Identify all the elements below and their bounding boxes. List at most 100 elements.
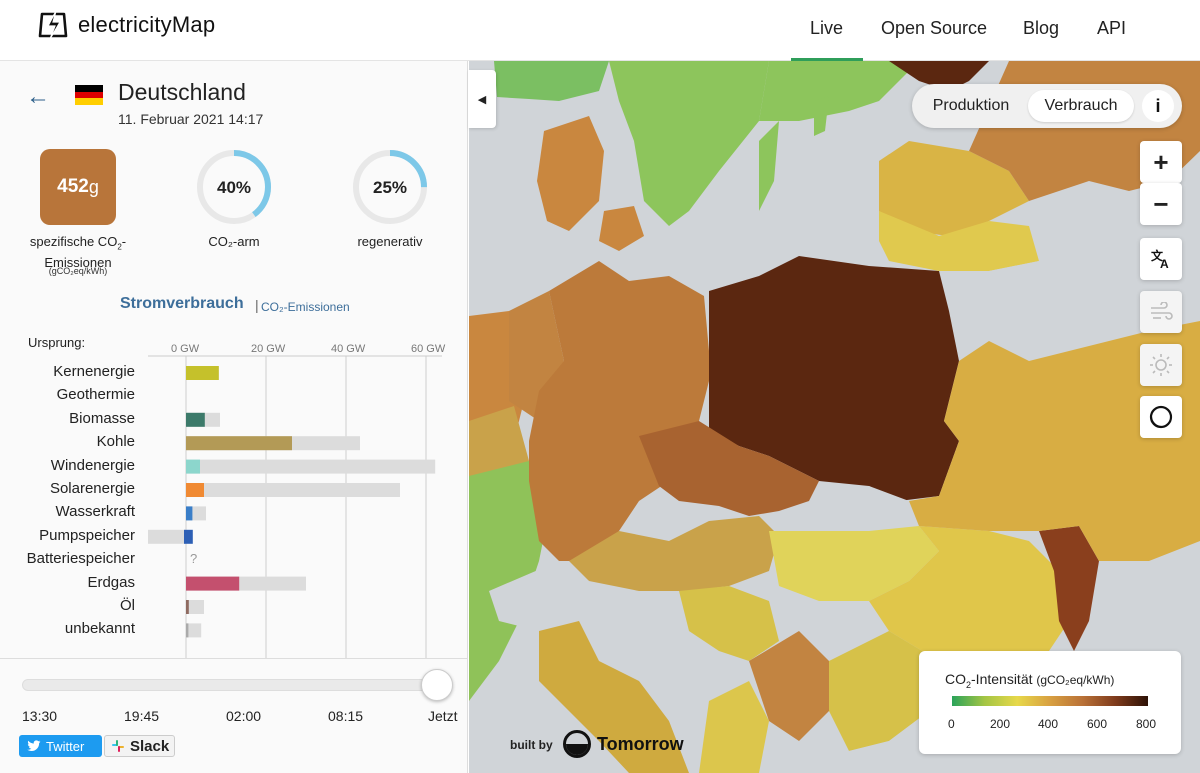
wind-icon: [1151, 302, 1173, 320]
chart-production-bar[interactable]: [186, 366, 219, 380]
chart-category-label: Solarenergie: [49, 480, 135, 497]
active-nav-indicator: [791, 58, 863, 61]
co2-label-emissions: Emissionen: [44, 254, 112, 270]
app-logo[interactable]: electricityMap: [36, 10, 215, 40]
chart-production-bar[interactable]: [186, 459, 200, 474]
slack-label: Slack: [130, 737, 170, 755]
production-consumption-toggle: Produktion Verbrauch i: [912, 84, 1182, 128]
nav-api[interactable]: API: [1097, 18, 1127, 38]
svg-text:文: 文: [1151, 248, 1164, 263]
renewable-value: 25%: [372, 178, 408, 197]
time-label: 02:00: [226, 708, 262, 724]
chart-axis-tick: 20 GW: [251, 343, 286, 355]
mode-production-button[interactable]: Produktion: [932, 97, 1010, 114]
chart-category-label: Windenergie: [50, 456, 135, 474]
chart-axis-tick: 40 GW: [331, 343, 366, 355]
chart-category-label: Öl: [120, 597, 135, 614]
legend-tick: 400: [1038, 717, 1059, 731]
legend-title: CO2-Intensität (gCO₂eq/kWh): [945, 671, 1114, 690]
time-label: 13:30: [22, 708, 58, 724]
time-label: 08:15: [328, 708, 364, 724]
flag-stripe: [75, 85, 103, 92]
chart-capacity-bar[interactable]: [186, 483, 400, 497]
tab-consumption[interactable]: Stromverbrauch: [120, 295, 244, 312]
collapse-panel-button[interactable]: ◀: [468, 70, 496, 128]
solar-layer-button[interactable]: [1140, 344, 1182, 386]
legend-color-scale: [952, 696, 1148, 706]
chart-category-label: Kohle: [96, 433, 135, 451]
time-slider-track[interactable]: [22, 679, 452, 691]
time-label: 19:45: [124, 708, 160, 724]
twitter-bird-icon: [27, 740, 41, 751]
chart-category-label: Wasserkraft: [55, 503, 135, 521]
twitter-share-button[interactable]: Twitter: [19, 735, 102, 757]
renewable-label: regenerativ: [357, 234, 423, 249]
chart-production-bar[interactable]: [186, 506, 193, 521]
co2-unit-label: (gCO₂eq/kWh): [48, 266, 108, 276]
co2-intensity-unit: g: [88, 176, 99, 197]
chart-production-bar[interactable]: [186, 623, 189, 638]
legend-title-sub: 2: [966, 679, 972, 690]
co2-intensity-legend: CO2-Intensität (gCO₂eq/kWh) 0 200 400 60…: [919, 651, 1181, 754]
time-slider-thumb[interactable]: [421, 669, 453, 701]
slack-logo-icon: [112, 740, 124, 752]
tomorrow-link[interactable]: Tomorrow: [597, 734, 684, 754]
chart-category-label: Pumpspeicher: [39, 526, 135, 544]
co2-intensity-box[interactable]: 452 g: [40, 149, 116, 225]
chart-axis-tick: 60 GW: [411, 343, 446, 355]
co2-intensity-value: 452: [57, 176, 89, 197]
info-button[interactable]: i: [1142, 90, 1174, 122]
zone-datetime: 11. Februar 2021 14:17: [118, 111, 264, 127]
chart-category-label: Batteriespeicher: [26, 550, 135, 568]
co2-label-text: spezifische CO: [29, 234, 118, 249]
nav-live[interactable]: Live: [810, 18, 844, 38]
chart-origin-label: Ursprung:: [28, 335, 86, 350]
slack-share-button[interactable]: Slack: [104, 735, 175, 757]
legend-unit: (gCO₂eq/kWh): [1036, 673, 1115, 687]
mode-consumption-button[interactable]: Verbrauch: [1028, 90, 1134, 122]
chart-production-bar[interactable]: [186, 600, 189, 614]
legend-tick: 0: [948, 717, 955, 731]
low-carbon-ring[interactable]: [196, 149, 272, 225]
translate-icon: 文A: [1151, 248, 1169, 271]
zone-details-panel: ← Deutschland 11. Februar 2021 14:17 452…: [0, 61, 468, 773]
legend-title-co: CO: [945, 671, 966, 687]
zoom-out-button[interactable]: −: [1140, 183, 1182, 225]
legend-title-rest: -Intensität: [971, 671, 1033, 687]
chart-capacity-bar[interactable]: [186, 623, 202, 638]
theme-button[interactable]: [1140, 396, 1182, 438]
production-chart: [148, 355, 442, 659]
built-by-label: built by: [510, 738, 553, 752]
zoom-in-button[interactable]: +: [1140, 141, 1182, 183]
low-carbon-label: CO₂-arm: [208, 234, 260, 249]
wind-layer-button[interactable]: [1140, 291, 1182, 333]
top-navigation-bar: electricityMap Live Open Source Blog API: [0, 0, 1200, 61]
country-flag: [75, 85, 103, 106]
chart-production-bar[interactable]: [186, 576, 240, 591]
renewable-ring[interactable]: [352, 149, 428, 225]
caret-left-icon: ◀: [477, 93, 487, 106]
lightning-logo-icon: [38, 10, 68, 40]
chart-category-label: Erdgas: [87, 573, 135, 591]
chart-capacity-bar[interactable]: [148, 529, 186, 544]
chart-category-label: Geothermie: [56, 386, 135, 404]
sun-icon: [1150, 354, 1172, 376]
tab-emissions[interactable]: CO₂-Emissionen: [261, 300, 350, 314]
legend-tick: 800: [1136, 717, 1157, 731]
chart-category-label: Kernenergie: [53, 363, 135, 380]
chart-production-bar[interactable]: [186, 483, 204, 497]
nav-blog[interactable]: Blog: [1023, 18, 1060, 38]
chart-capacity-bar[interactable]: [186, 600, 204, 614]
back-arrow-icon[interactable]: ←: [26, 83, 50, 110]
nav-open-source[interactable]: Open Source: [881, 18, 988, 38]
chart-axis-tick: 0 GW: [171, 343, 200, 355]
dark-mode-icon: [1149, 405, 1173, 429]
tomorrow-logo-icon[interactable]: [563, 730, 591, 758]
chart-production-bar[interactable]: [184, 529, 193, 544]
chart-production-bar[interactable]: [186, 436, 292, 451]
chart-production-bar[interactable]: [186, 412, 205, 427]
chart-capacity-bar[interactable]: [186, 459, 436, 474]
co2-intensity-label: spezifische CO2- Emissionen: [18, 234, 138, 270]
chart-category-label: unbekannt: [64, 620, 135, 638]
